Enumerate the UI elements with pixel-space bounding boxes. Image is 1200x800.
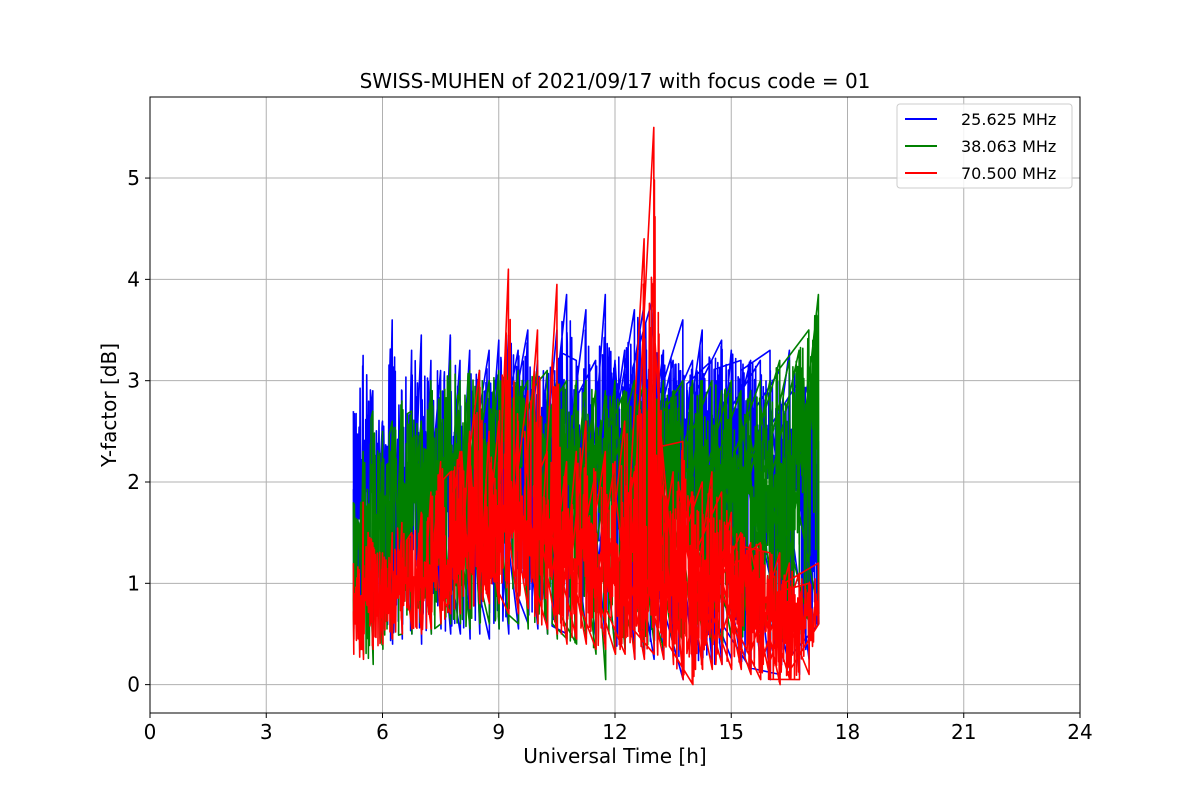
x-tick-label: 9 [492,720,505,744]
x-tick-label: 15 [719,720,744,744]
y-tick-label: 2 [127,470,140,494]
y-axis-ticks: 0 1 2 3 4 5 [127,166,150,697]
y-tick-label: 1 [127,571,140,595]
x-tick-label: 6 [376,720,389,744]
y-axis-label: Y-factor [dB] [97,343,121,468]
x-tick-label: 0 [144,720,157,744]
x-tick-label: 18 [835,720,860,744]
legend-label-1: 25.625 MHz [961,110,1056,129]
x-tick-label: 21 [951,720,976,744]
series-layer [352,126,820,686]
chart-title: SWISS-MUHEN of 2021/09/17 with focus cod… [360,69,871,93]
y-tick-label: 0 [127,673,140,697]
x-tick-label: 12 [602,720,627,744]
legend-label-2: 38.063 MHz [961,137,1056,156]
series-line-3 [352,126,820,686]
legend: 25.625 MHz 38.063 MHz 70.500 MHz [896,103,1073,189]
x-axis-label: Universal Time [h] [523,744,706,768]
y-tick-label: 5 [127,166,140,190]
legend-frame [896,103,1073,189]
x-axis-ticks: 0 3 6 9 12 15 18 21 24 [144,713,1093,744]
x-tick-label: 3 [260,720,273,744]
x-tick-label: 24 [1067,720,1092,744]
legend-label-3: 70.500 MHz [961,164,1056,183]
y-tick-label: 3 [127,369,140,393]
y-tick-label: 4 [127,267,140,291]
